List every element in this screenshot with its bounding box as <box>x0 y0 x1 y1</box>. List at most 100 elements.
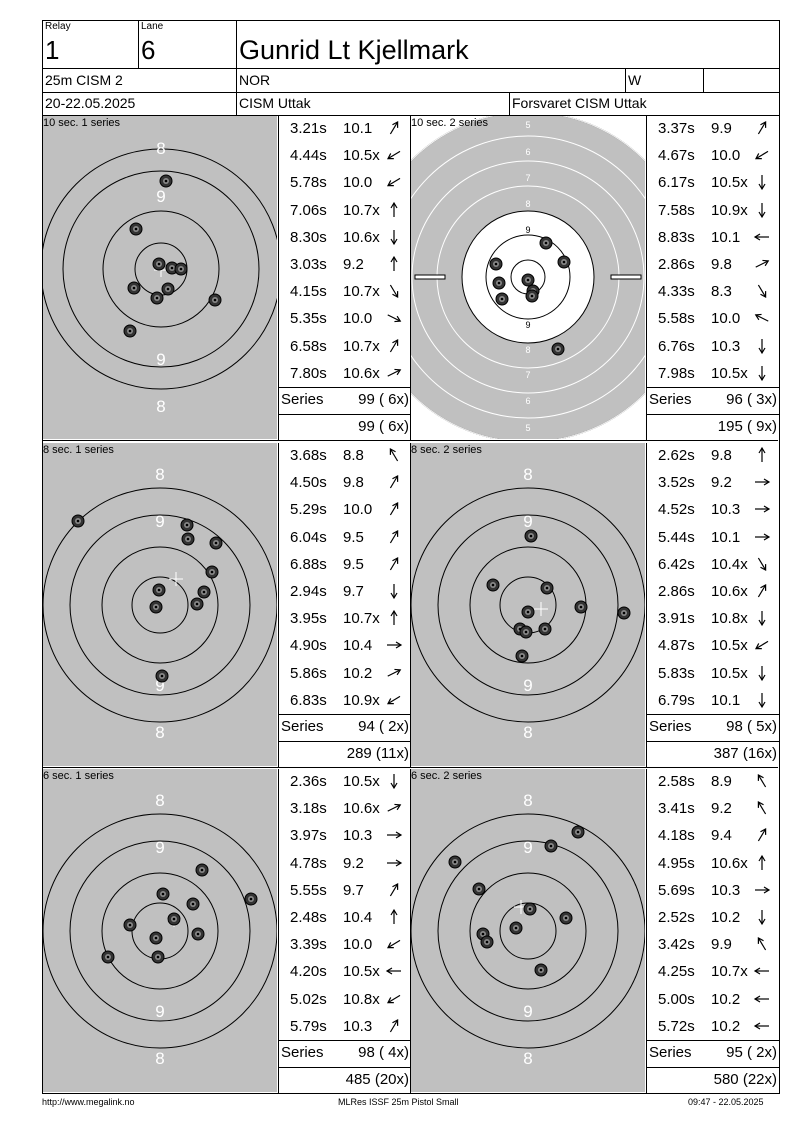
shot-score: 9.4 <box>711 827 732 845</box>
target-5: 8 9 9 8 <box>43 769 277 1092</box>
ring-label: 9 <box>155 512 164 531</box>
shot-row: 5.79s 10.3 <box>279 1013 411 1040</box>
club: Forsvaret CISM Uttak <box>512 95 647 111</box>
ring-label: 8 <box>525 345 530 355</box>
shot-score: 9.2 <box>711 800 732 818</box>
ring-label: 8 <box>523 1049 532 1068</box>
series-total-row: Series 98 ( 5x) <box>649 718 777 735</box>
shot-score: 10.8x <box>343 990 380 1008</box>
shot-row: 6.58s 10.7x <box>279 333 411 360</box>
ring-label: 9 <box>523 676 532 695</box>
shot-row: 2.94s 9.7 <box>279 578 411 605</box>
shot-row: 4.15s 10.7x <box>279 278 411 305</box>
shot-score: 9.2 <box>343 256 364 273</box>
direction-arrow-icon <box>386 994 401 1003</box>
shot-time: 2.48s <box>290 909 327 926</box>
shot-hole <box>521 273 535 287</box>
series-total: 94 ( 2x) <box>358 718 409 735</box>
shot-time: 6.76s <box>658 337 695 355</box>
ring-label: 9 <box>155 676 164 695</box>
direction-arrow-icon <box>758 910 766 926</box>
shot-time: 7.06s <box>290 201 327 219</box>
shot-score: 10.9x <box>711 201 748 219</box>
series-total-row: Series 95 ( 2x) <box>649 1044 777 1061</box>
direction-arrow-icon <box>389 284 399 299</box>
shot-time: 5.78s <box>290 174 327 192</box>
shot-time: 5.02s <box>290 990 327 1008</box>
shot-row: 5.58s 10.0 <box>647 305 779 332</box>
shot-hole <box>161 282 175 296</box>
ring-label: 8 <box>155 1049 164 1068</box>
shot-row: 4.95s 10.6x <box>647 850 779 877</box>
shot-hole <box>448 855 462 869</box>
series-label: Series <box>649 391 692 408</box>
shot-time: 3.68s <box>290 447 327 464</box>
shot-hole <box>197 585 211 599</box>
direction-arrow-icon <box>390 255 398 271</box>
shot-row: 2.48s 10.4 <box>279 904 411 931</box>
shot-time: 4.15s <box>290 283 327 301</box>
direction-arrow-icon <box>755 533 771 541</box>
shot-row: 8.83s 10.1 <box>647 224 779 251</box>
shot-score: 9.8 <box>711 447 732 464</box>
direction-arrow-icon <box>758 338 766 354</box>
shot-score: 9.9 <box>711 120 732 137</box>
direction-arrow-icon <box>755 505 771 513</box>
shot-row: 5.00s 10.2 <box>647 986 779 1013</box>
shot-hole <box>186 897 200 911</box>
shot-row: 6.83s 10.9x <box>279 687 411 714</box>
shot-hole <box>480 935 494 949</box>
shot-time: 7.80s <box>290 364 327 382</box>
cumulative-total: 195 ( 9x) <box>717 418 777 435</box>
footer-url[interactable]: http://www.megalink.no <box>42 1097 135 1107</box>
direction-arrow-icon <box>758 854 766 870</box>
target-3: 8 9 9 8 <box>43 443 277 766</box>
shot-row: 6.17s 10.5x <box>647 169 779 196</box>
cumulative-total: 387 (16x) <box>713 745 777 762</box>
shot-time: 4.33s <box>658 283 695 301</box>
shot-time: 3.41s <box>658 800 695 818</box>
shot-time: 5.86s <box>290 664 327 682</box>
shot-score: 10.3 <box>343 827 373 845</box>
shot-time: 3.21s <box>290 120 327 137</box>
shot-time: 4.90s <box>290 637 327 655</box>
ring-label: 9 <box>523 512 532 531</box>
shot-score: 9.9 <box>711 936 732 954</box>
shot-hole <box>209 536 223 550</box>
shot-score: 10.9x <box>343 691 380 709</box>
direction-arrow-icon <box>389 502 399 516</box>
shot-score: 10.0 <box>343 174 373 192</box>
shot-score: 10.0 <box>343 501 373 519</box>
direction-arrow-icon <box>389 447 399 462</box>
shot-row: 6.88s 9.5 <box>279 551 411 578</box>
direction-arrow-icon <box>387 831 403 839</box>
shot-row: 3.39s 10.0 <box>279 931 411 958</box>
shot-score: 10.5x <box>343 963 380 981</box>
shot-score: 10.7x <box>711 963 748 981</box>
shot-row: 2.86s 9.8 <box>647 251 779 278</box>
shot-score: 10.1 <box>711 691 741 709</box>
shot-time: 5.72s <box>658 1017 695 1035</box>
direction-arrow-icon <box>755 259 770 268</box>
shot-time: 3.39s <box>290 936 327 954</box>
shot-time: 7.58s <box>658 201 695 219</box>
ring-label: 8 <box>156 139 165 158</box>
shot-row: 5.86s 10.2 <box>279 660 411 687</box>
direction-arrow-icon <box>755 886 771 894</box>
date: 20-22.05.2025 <box>45 95 136 111</box>
shot-score: 9.2 <box>343 854 364 872</box>
shot-time: 6.04s <box>290 528 327 546</box>
shot-time: 2.52s <box>658 909 695 926</box>
footer-software: MLRes ISSF 25m Pistol Small <box>338 1097 459 1107</box>
shot-row: 3.68s 8.8 <box>279 442 411 469</box>
relay-number: 1 <box>45 35 60 65</box>
shot-hole <box>190 597 204 611</box>
shot-time: 2.94s <box>290 583 327 600</box>
direction-arrow-icon <box>757 284 767 299</box>
direction-arrow-icon <box>758 665 766 681</box>
ring-label: 8 <box>523 791 532 810</box>
ring-label: 7 <box>525 370 530 380</box>
shot-time: 2.58s <box>658 773 695 790</box>
direction-arrow-icon <box>390 584 398 600</box>
series-total-row: Series 96 ( 3x) <box>649 391 777 408</box>
